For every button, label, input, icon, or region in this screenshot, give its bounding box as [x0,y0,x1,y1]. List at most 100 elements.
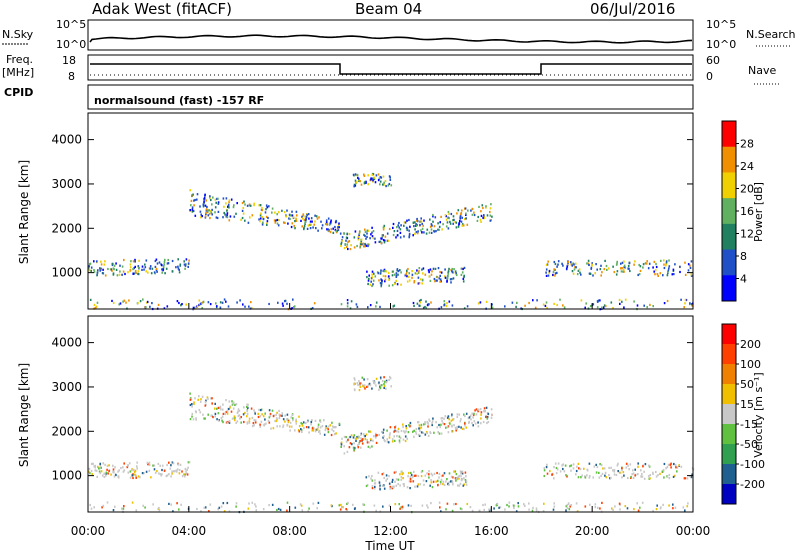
xtick-label: 04:00 [172,524,207,538]
echo-pixel [333,426,335,429]
echo-pixel [379,176,382,179]
echo-pixel [164,258,166,261]
echo-pixel [369,446,371,449]
noise-right-tick-bottom: 10^0 [706,38,736,51]
echo-pixel [259,423,261,426]
echo-pixel [209,197,211,200]
echo-pixel [121,507,123,510]
echo-pixel [595,263,597,266]
echo-pixel [324,428,327,432]
echo-pixel [341,239,343,242]
echo-pixel [99,269,101,272]
echo-pixel [406,269,408,272]
echo-pixel [348,240,351,243]
echo-pixel [400,224,402,227]
echo-pixel [666,466,669,469]
echo-pixel [457,209,460,212]
echo-pixel [383,438,385,442]
echo-pixel [440,510,442,513]
echo-pixel [295,210,298,213]
echo-pixel [133,470,136,473]
echo-pixel [385,381,388,384]
echo-pixel [425,300,427,303]
echo-pixel [374,381,376,384]
echo-pixel [219,405,222,408]
echo-pixel [642,465,644,468]
echo-pixel [244,411,246,414]
echo-pixel [470,209,472,212]
echo-pixel [600,474,602,477]
echo-pixel [566,506,569,510]
echo-pixel [589,475,591,478]
cpid-text: normalsound (fast) -157 RF [94,94,264,107]
echo-pixel [352,503,354,506]
echo-pixel [433,431,435,434]
echo-pixel [201,395,204,398]
echo-pixel [290,416,292,419]
echo-pixel [432,267,435,270]
echo-pixel [570,504,572,507]
echo-pixel [598,471,600,474]
echo-pixel [429,431,432,435]
echo-pixel [345,508,347,511]
echo-pixel [261,206,263,210]
echo-pixel [440,306,443,309]
echo-pixel [324,426,327,430]
echo-pixel [400,429,403,433]
echo-pixel [199,210,202,213]
echo-pixel [178,469,181,472]
echo-pixel [466,223,469,226]
echo-pixel [426,420,429,424]
echo-pixel [459,215,462,218]
echo-pixel [379,271,382,275]
echo-pixel [346,243,349,246]
echo-pixel [168,461,170,464]
echo-pixel [576,465,578,468]
echo-pixel [381,473,384,476]
echo-pixel [360,242,362,245]
echo-pixel [616,464,619,467]
echo-pixel [437,431,439,434]
echo-pixel [117,475,119,478]
echo-pixel [565,505,568,508]
echo-pixel [404,439,407,443]
echo-pixel [99,267,101,270]
echo-pixel [268,416,271,419]
echo-pixel [354,437,357,440]
echo-pixel [450,415,453,418]
echo-pixel [267,216,269,220]
echo-pixel [292,419,294,422]
echo-pixel [490,408,493,411]
echo-pixel [487,420,490,424]
echo-pixel [259,220,261,223]
echo-pixel [94,469,97,472]
echo-pixel [96,273,98,276]
echo-pixel [467,417,470,420]
echo-pixel [396,283,399,286]
echo-pixel [430,481,433,484]
echo-pixel [442,483,444,486]
echo-pixel [176,470,178,473]
echo-pixel [246,403,248,406]
echo-pixel [556,303,558,307]
echo-pixel [96,260,98,263]
echo-pixel [276,213,278,216]
echo-pixel [389,432,391,435]
echo-pixel [674,464,677,467]
echo-pixel [329,424,332,427]
echo-pixel [637,509,640,512]
ytick-label: 1000 [51,469,82,483]
echo-pixel [416,269,418,272]
echo-pixel [422,431,425,434]
echo-pixel [452,476,454,479]
echo-pixel [603,304,606,307]
echo-pixel [418,304,420,307]
echo-pixel [368,274,370,277]
echo-pixel [557,260,560,263]
echo-pixel [388,378,390,382]
echo-pixel [311,220,313,223]
echo-pixel [684,302,686,305]
echo-pixel [330,228,333,231]
echo-pixel [387,441,390,444]
